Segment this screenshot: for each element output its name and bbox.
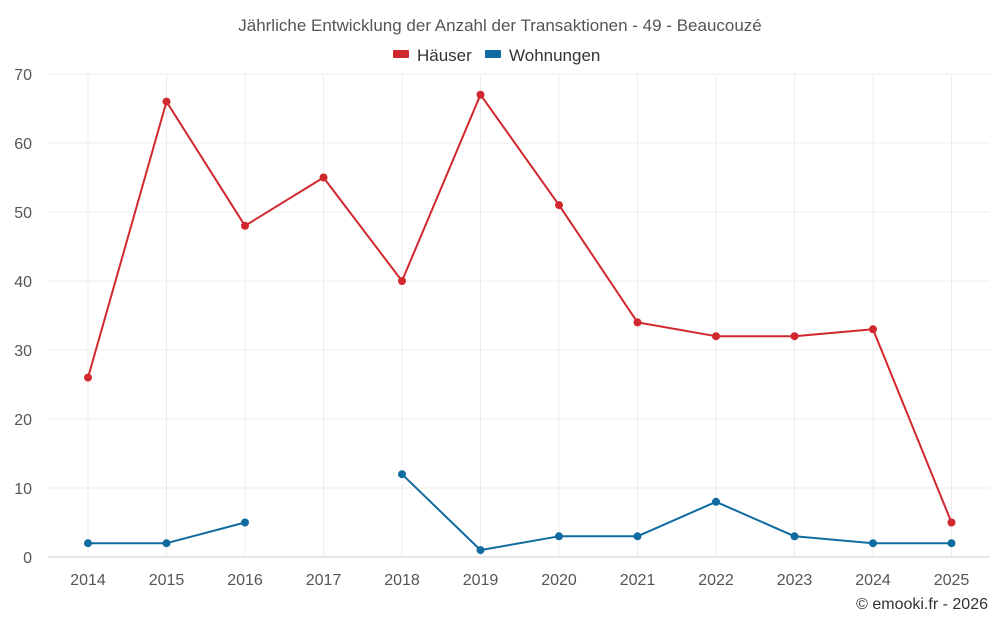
y-tick-label: 60	[14, 136, 32, 153]
x-tick-label: 2018	[384, 572, 420, 589]
series-group	[84, 90, 956, 555]
series-1	[84, 470, 956, 555]
data-point[interactable]	[398, 470, 406, 479]
data-point[interactable]	[398, 277, 406, 285]
data-point[interactable]	[633, 318, 642, 327]
y-tick-label: 10	[14, 481, 32, 498]
y-tick-label: 20	[14, 412, 32, 429]
x-tick-label: 2016	[227, 572, 263, 589]
data-point[interactable]	[84, 373, 92, 382]
legend: Häuser Wohnungen	[393, 46, 600, 65]
data-point[interactable]	[319, 173, 328, 182]
data-point[interactable]	[476, 90, 485, 99]
y-axis: 0 10 20 30 40 50 60 70	[14, 67, 32, 567]
data-point[interactable]	[947, 518, 956, 527]
data-point[interactable]	[162, 539, 171, 548]
x-tick-label: 2021	[620, 572, 656, 589]
data-point[interactable]	[555, 201, 563, 210]
legend-swatch	[485, 50, 501, 58]
data-point[interactable]	[790, 332, 799, 341]
x-tick-label: 2019	[463, 572, 499, 589]
legend-label[interactable]: Wohnungen	[509, 46, 600, 65]
grid	[48, 73, 990, 558]
y-tick-label: 50	[14, 205, 32, 222]
data-point[interactable]	[869, 325, 877, 334]
y-tick-label: 0	[23, 550, 32, 567]
x-tick-label: 2017	[306, 572, 342, 589]
data-point[interactable]	[555, 532, 563, 541]
x-tick-label: 2024	[855, 572, 891, 589]
y-tick-label: 70	[14, 67, 32, 84]
series-line	[87, 93, 953, 523]
series-line	[401, 473, 952, 552]
data-point[interactable]	[241, 518, 249, 527]
data-point[interactable]	[712, 497, 720, 506]
data-point[interactable]	[476, 546, 485, 555]
x-tick-label: 2020	[541, 572, 577, 589]
data-point[interactable]	[947, 539, 956, 548]
data-point[interactable]	[633, 532, 642, 541]
x-tick-label: 2015	[149, 572, 185, 589]
data-point[interactable]	[790, 532, 799, 541]
legend-swatch	[393, 50, 409, 58]
series-0	[84, 90, 956, 527]
data-point[interactable]	[84, 539, 92, 548]
data-point[interactable]	[712, 332, 720, 341]
data-point[interactable]	[162, 97, 171, 106]
y-tick-label: 40	[14, 274, 32, 291]
x-axis: 2014 2015 2016 2017 2018 2019 2020 2021 2022 2023…	[70, 572, 969, 589]
x-tick-label: 2014	[70, 572, 106, 589]
credit-text: © emooki.fr - 2026	[856, 596, 988, 613]
data-point[interactable]	[241, 221, 249, 230]
x-tick-label: 2022	[698, 572, 734, 589]
x-tick-label: 2023	[777, 572, 813, 589]
chart-title: Jährliche Entwicklung der Anzahl der Tra…	[238, 16, 762, 35]
data-point[interactable]	[869, 539, 877, 548]
legend-label[interactable]: Häuser	[417, 46, 472, 65]
x-tick-label: 2025	[934, 572, 970, 589]
y-tick-label: 30	[14, 343, 32, 360]
